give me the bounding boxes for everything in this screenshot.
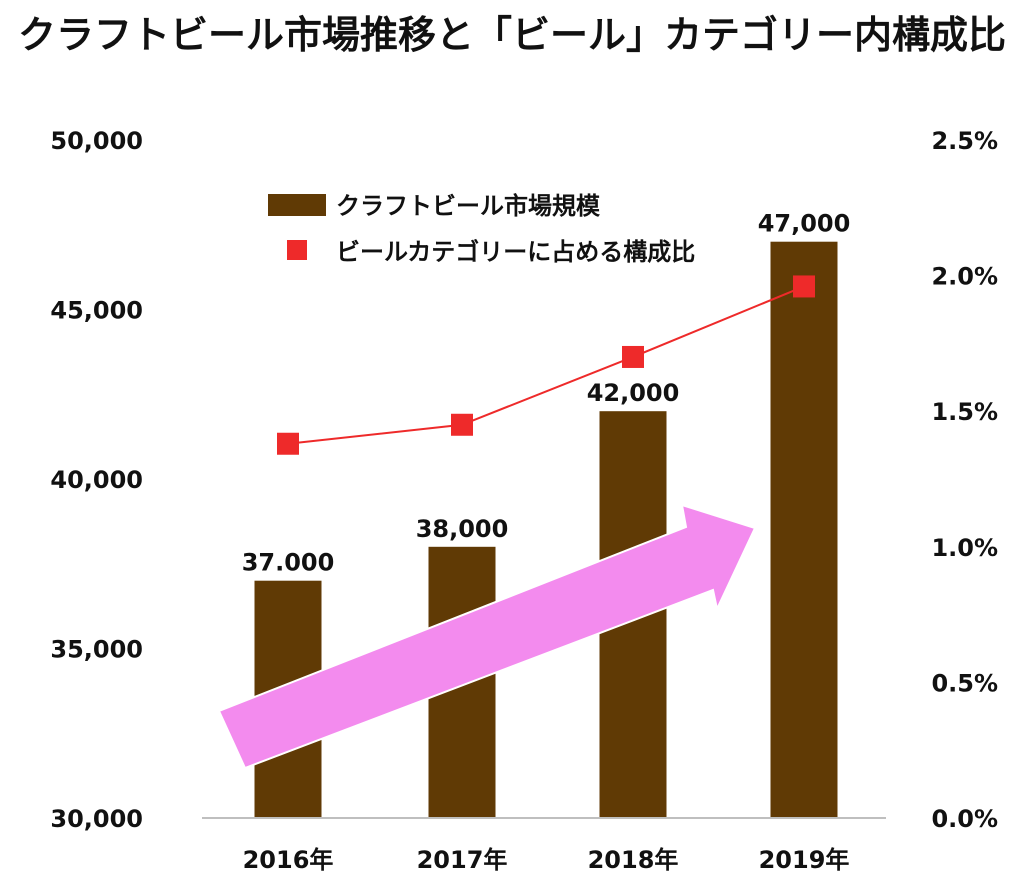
trend-arrow-icon xyxy=(217,503,757,770)
bar-data-label: 47,000 xyxy=(758,210,851,238)
legend-line-label: ビールカテゴリーに占める構成比 xyxy=(336,238,695,266)
right-tick-label: 1.5% xyxy=(931,398,998,426)
line-point xyxy=(622,345,644,368)
right-tick-label: 0.0% xyxy=(931,805,998,833)
bar-data-label: 37.000 xyxy=(242,549,335,577)
legend: クラフトビール市場規模 ビールカテゴリーに占める構成比 xyxy=(268,192,695,266)
left-tick-label: 40,000 xyxy=(50,466,143,494)
bar xyxy=(770,241,838,818)
left-tick-label: 45,000 xyxy=(50,297,143,325)
right-tick-label: 2.0% xyxy=(931,263,998,291)
x-axis: 2016年 2017年 2018年 2019年 xyxy=(243,846,850,874)
line-point xyxy=(793,275,815,298)
bar-data-label: 42,000 xyxy=(587,379,680,407)
right-axis: 0.0% 0.5% 1.0% 1.5% 2.0% 2.5% xyxy=(931,127,998,833)
right-tick-label: 0.5% xyxy=(931,669,998,697)
legend-bar-label: クラフトビール市場規模 xyxy=(336,192,601,220)
line-point xyxy=(451,413,473,436)
series-line xyxy=(287,285,805,445)
line-series xyxy=(277,275,815,455)
left-tick-label: 35,000 xyxy=(50,636,143,664)
left-tick-label: 50,000 xyxy=(50,127,143,155)
legend-bar-swatch xyxy=(268,194,326,216)
chart-title: クラフトビール市場推移と「ビール」カテゴリー内構成比 xyxy=(18,13,1006,57)
left-axis: 30,000 35,000 40,000 45,000 50,000 xyxy=(50,127,143,833)
bar-data-label: 38,000 xyxy=(416,515,509,543)
x-tick-label: 2019年 xyxy=(759,846,850,874)
legend-line-swatch xyxy=(287,240,307,260)
left-tick-label: 30,000 xyxy=(50,805,143,833)
right-tick-label: 2.5% xyxy=(931,127,998,155)
line-point xyxy=(277,432,299,455)
x-tick-label: 2018年 xyxy=(588,846,679,874)
x-tick-label: 2017年 xyxy=(417,846,508,874)
right-tick-label: 1.0% xyxy=(931,534,998,562)
x-tick-label: 2016年 xyxy=(243,846,334,874)
